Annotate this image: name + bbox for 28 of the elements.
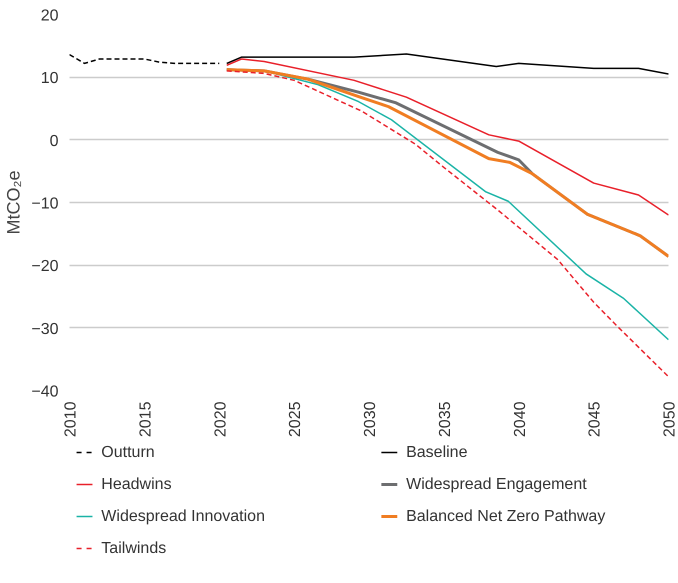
y-tick-label: 10 <box>40 70 59 88</box>
legend-label: Widespread Innovation <box>101 508 265 525</box>
y-tick-label: −30 <box>31 320 59 338</box>
x-tick-label: 2015 <box>137 401 154 438</box>
x-tick-label: 2045 <box>586 401 604 438</box>
x-tick-label: 2040 <box>512 401 529 438</box>
legend-label: Widespread Engagement <box>406 476 588 493</box>
y-tick-label: −40 <box>31 384 59 400</box>
line-series <box>225 68 668 258</box>
legend-label: Baseline <box>406 444 468 461</box>
x-tick-label: 2030 <box>362 401 379 438</box>
y-axis-title: MtCO₂e <box>3 170 24 234</box>
x-tick-label: 2050 <box>662 401 678 438</box>
y-tick-label: −10 <box>31 196 59 212</box>
line-series <box>226 58 668 216</box>
legend-label: Headwins <box>101 476 172 493</box>
legend-label: Outturn <box>101 444 155 461</box>
x-tick-label: 2025 <box>287 401 304 438</box>
line-series <box>70 54 220 64</box>
y-tick-label: −20 <box>31 258 59 276</box>
x-tick-label: 2035 <box>436 401 454 438</box>
legend-label: Balanced Net Zero Pathway <box>406 508 606 525</box>
x-tick-label: 2020 <box>212 401 230 438</box>
y-tick-label: 20 <box>40 8 59 24</box>
x-tick-label: 2010 <box>62 401 80 438</box>
line-series <box>226 53 668 75</box>
legend-label: Tailwinds <box>101 540 166 557</box>
y-tick-label: 0 <box>50 132 59 150</box>
